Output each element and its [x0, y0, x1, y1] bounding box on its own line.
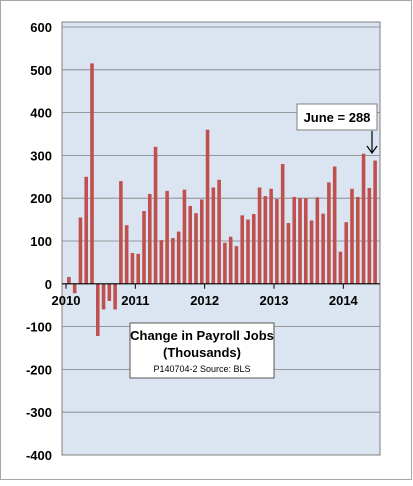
- callout: June = 288: [296, 103, 378, 155]
- bar: [327, 182, 331, 284]
- bar: [182, 189, 187, 284]
- x-axis: 2010 2011 2012 2013 2014: [52, 283, 359, 308]
- y-tick-label: 200: [30, 191, 52, 206]
- title-box: [129, 322, 275, 379]
- bar: [113, 283, 117, 310]
- bar: [275, 199, 279, 284]
- bar: [223, 242, 227, 284]
- y-tick-label: 500: [30, 63, 52, 78]
- bar: [338, 251, 343, 284]
- bar: [124, 225, 129, 284]
- bar: [199, 199, 204, 284]
- bar: [165, 190, 169, 284]
- bar: [228, 236, 233, 284]
- callout-box: [296, 103, 378, 131]
- x-tick-label: 2010: [52, 293, 81, 308]
- title-box-group: Change in Payroll Jobs (Thousands) P1407…: [129, 322, 275, 379]
- x-tick-label: 2013: [260, 293, 289, 308]
- bar: [321, 213, 325, 284]
- bar: [67, 276, 71, 284]
- bar: [119, 181, 123, 284]
- bar: [280, 163, 285, 284]
- bar: [84, 176, 89, 284]
- bar: [257, 187, 262, 284]
- x-tick-label: 2014: [329, 293, 359, 308]
- bar: [159, 240, 164, 284]
- bar: [350, 188, 354, 284]
- bar: [95, 283, 100, 337]
- callout-arrowhead: [366, 145, 378, 155]
- y-tick-label: 300: [30, 148, 52, 163]
- y-tick-label: 0: [45, 277, 52, 292]
- callout-text: June = 288: [304, 110, 371, 125]
- bar: [130, 252, 135, 284]
- bar: [142, 211, 146, 284]
- bar: [269, 188, 273, 284]
- bar: [72, 283, 77, 294]
- bar: [78, 217, 83, 284]
- bar: [107, 283, 112, 301]
- bar: [367, 187, 372, 284]
- bars-layer: [67, 63, 377, 337]
- y-tick-label: -100: [26, 320, 52, 335]
- chart-subtitle: (Thousands): [163, 345, 241, 360]
- source-note: P140704-2 Source: BLS: [153, 364, 250, 374]
- bar: [176, 231, 181, 284]
- x-tick-label: 2012: [190, 293, 219, 308]
- bar: [147, 193, 152, 284]
- bar: [315, 197, 320, 284]
- bar: [298, 198, 302, 284]
- bar: [234, 246, 239, 284]
- y-tick-label: -400: [26, 448, 52, 463]
- y-tick-label: 100: [30, 234, 52, 249]
- bar: [332, 166, 337, 284]
- bar: [240, 215, 245, 284]
- x-tick-label: 2011: [121, 293, 149, 308]
- y-axis: -400 -300 -200 -100 0 100 200 300 400 500 600: [26, 20, 52, 463]
- bar: [246, 219, 250, 284]
- bar: [90, 63, 94, 284]
- bar: [136, 253, 141, 284]
- bar: [309, 220, 314, 284]
- y-tick-label: -200: [26, 362, 52, 377]
- bar: [344, 222, 349, 284]
- bar: [153, 146, 158, 284]
- y-tick-label: 600: [30, 20, 52, 35]
- bar: [303, 198, 308, 284]
- bar: [286, 223, 291, 284]
- bar: [361, 153, 366, 284]
- bar: [217, 179, 221, 284]
- plot-area: [61, 21, 381, 456]
- bar: [101, 283, 106, 310]
- bar: [205, 129, 210, 284]
- y-tick-label: -300: [26, 405, 52, 420]
- chart-title: Change in Payroll Jobs: [130, 328, 274, 343]
- gridlines: [62, 26, 380, 456]
- bar: [263, 196, 268, 284]
- bar: [171, 238, 175, 284]
- bar: [251, 214, 256, 284]
- y-tick-label: 400: [30, 106, 52, 121]
- bar: [211, 187, 216, 284]
- bar: [373, 160, 377, 284]
- bar: [355, 196, 360, 284]
- bar: [292, 196, 297, 284]
- bar: [194, 213, 198, 284]
- bar: [188, 205, 193, 284]
